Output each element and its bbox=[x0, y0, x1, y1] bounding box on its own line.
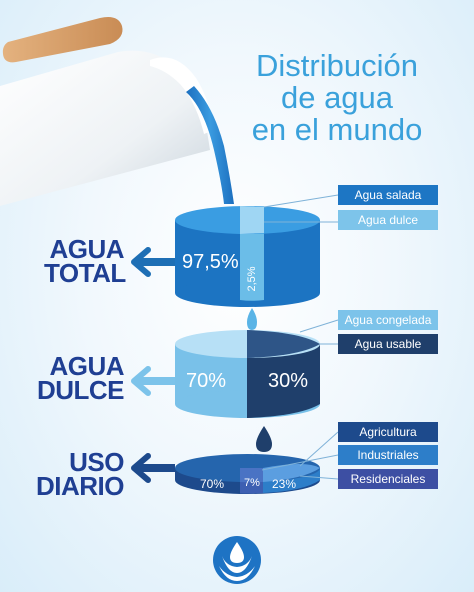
water-stream bbox=[186, 86, 234, 204]
legend-bg-agricultura bbox=[338, 422, 438, 442]
segment-residenciales-top bbox=[263, 464, 320, 482]
label-agua-total: AGUA TOTAL bbox=[44, 234, 126, 288]
pct-industriales: 7% bbox=[244, 477, 260, 489]
legend-bg-residenciales bbox=[338, 469, 438, 489]
water-drop-2 bbox=[256, 426, 272, 452]
legend-bg-agua-dulce bbox=[338, 210, 438, 230]
legend-agricultura: Agricultura bbox=[359, 425, 417, 439]
pct-agricultura: 70% bbox=[200, 477, 225, 491]
segment-agua-usable-top bbox=[247, 330, 320, 358]
arrow-uso-diario bbox=[131, 453, 175, 483]
legend-bg-industriales bbox=[338, 445, 438, 465]
pct-residenciales: 23% bbox=[272, 477, 297, 491]
legend-bg-agua-usable bbox=[338, 334, 438, 354]
segment-industriales-top bbox=[240, 468, 263, 483]
legend-connectors bbox=[261, 194, 339, 480]
segment-agua-dulce-top bbox=[240, 206, 264, 234]
arrow-agua-total bbox=[131, 247, 175, 277]
page-title: Distribución de agua en el mundo bbox=[232, 50, 442, 146]
arrow-agua-dulce bbox=[131, 366, 175, 396]
label-uso-diario: USO DIARIO bbox=[36, 447, 125, 501]
legend-industriales: Industriales bbox=[357, 448, 419, 462]
label-agua-dulce: AGUA DULCE bbox=[36, 351, 125, 405]
legend-residenciales: Residenciales bbox=[350, 472, 426, 486]
water-drop-1 bbox=[247, 308, 257, 330]
title-line-1: Distribución bbox=[256, 48, 418, 83]
legend-agua-usable: Agua usable bbox=[354, 337, 422, 351]
legend-bg-agua-congelada bbox=[338, 310, 438, 330]
legend-agua-salada: Agua salada bbox=[354, 188, 422, 202]
legend-bg-agua-salada bbox=[338, 185, 438, 205]
pct-agua-dulce: 2,5% bbox=[246, 266, 258, 292]
water-drop-logo bbox=[213, 536, 261, 584]
legend-agua-congelada: Agua congelada bbox=[344, 313, 432, 327]
cylinder-agua-dulce bbox=[175, 330, 320, 418]
cylinder-agua-total bbox=[175, 206, 320, 307]
pct-agua-congelada: 70% bbox=[186, 370, 227, 392]
title-line-3: en el mundo bbox=[251, 112, 423, 147]
segment-agua-usable-side bbox=[247, 344, 320, 418]
jug-handle bbox=[2, 17, 123, 63]
cylinder-uso-diario bbox=[175, 454, 320, 494]
title-line-2: de agua bbox=[280, 80, 394, 115]
pct-agua-usable: 30% bbox=[268, 370, 309, 392]
water-jug-illustration bbox=[0, 17, 214, 206]
jug-body bbox=[0, 50, 210, 206]
legend-agua-dulce: Agua dulce bbox=[357, 213, 419, 227]
pct-agua-salada: 97,5% bbox=[182, 251, 239, 273]
